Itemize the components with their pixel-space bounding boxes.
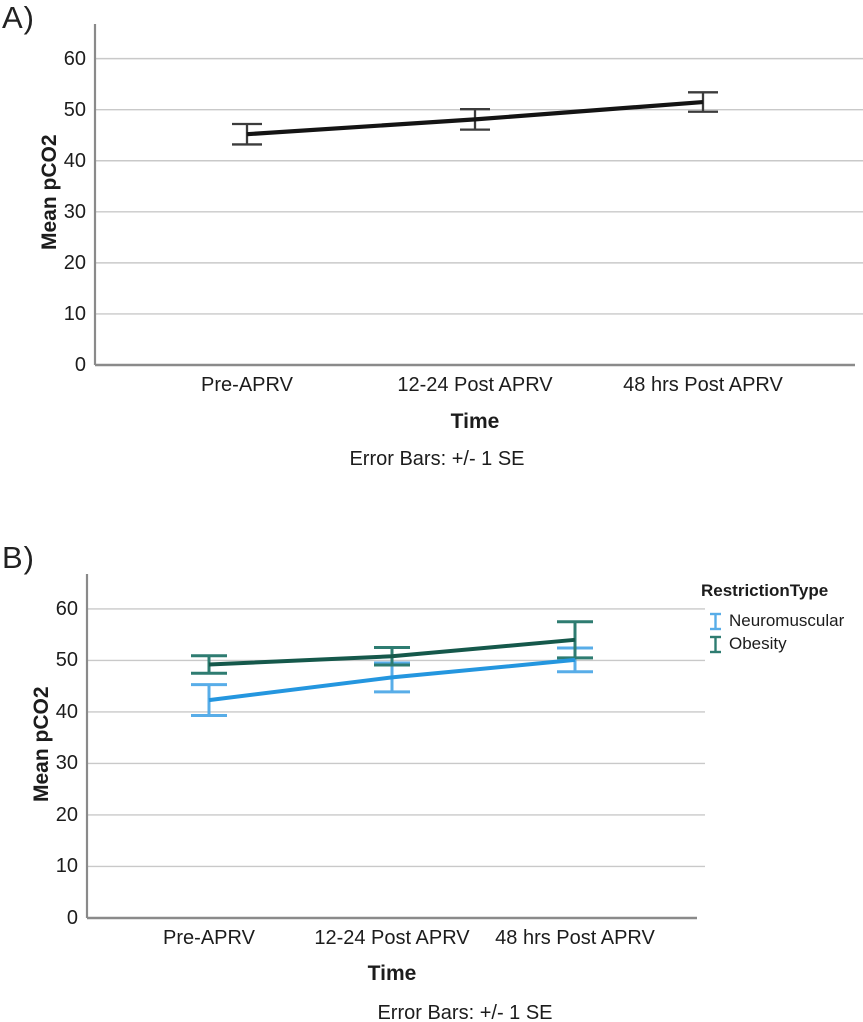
legend-title: RestrictionType	[701, 581, 829, 600]
y-tick-label: 50	[63, 98, 86, 121]
x-category-label: 48 hrs Post APRV	[495, 927, 655, 949]
y-tick-label: 60	[55, 597, 78, 620]
legend-label-neuromuscular: Neuromuscular	[729, 611, 845, 630]
legend-item-obesity: Obesity	[701, 634, 863, 654]
error-bar	[232, 122, 262, 146]
y-tick-label: 10	[55, 855, 78, 878]
x-category-label: 48 hrs Post APRV	[623, 374, 783, 396]
x-category-label: Pre-APRV	[201, 374, 293, 396]
y-tick-label: 20	[55, 803, 78, 826]
error-bar-icon	[710, 635, 721, 653]
series-line-mean-pco2	[246, 99, 704, 137]
y-tick-label: 20	[63, 251, 86, 274]
panel-a-x-axis-title: Time	[450, 410, 500, 433]
y-tick-label: 0	[74, 354, 86, 376]
error-bar-icon	[710, 612, 721, 630]
error-bar	[191, 683, 227, 718]
panel-b-label: B)	[2, 540, 35, 575]
y-tick-label: 40	[55, 700, 78, 723]
error-bar	[374, 661, 410, 694]
x-category-label: 12-24 Post APRV	[397, 374, 553, 396]
y-tick-label: 30	[55, 752, 78, 775]
legend-label-obesity: Obesity	[729, 634, 787, 653]
y-tick-label: 40	[63, 149, 86, 172]
y-tick-label: 10	[63, 302, 86, 325]
error-bar	[557, 620, 593, 660]
legend-restriction-type: RestrictionType Neuromuscular Obesity	[701, 581, 863, 657]
panel-b-error-bar-caption: Error Bars: +/- 1 SE	[377, 1002, 553, 1022]
y-tick-label: 30	[63, 200, 86, 223]
x-category-label: Pre-APRV	[163, 927, 255, 949]
panel-b-x-axis-title: Time	[367, 962, 417, 985]
series-line-neuromuscular	[208, 657, 576, 703]
error-bar	[191, 654, 227, 675]
legend-item-neuromuscular: Neuromuscular	[701, 611, 863, 631]
error-bar	[688, 91, 718, 113]
series-line-obesity	[208, 637, 576, 667]
panel-a-error-bar-caption: Error Bars: +/- 1 SE	[349, 448, 525, 470]
x-category-label: 12-24 Post APRV	[314, 927, 470, 949]
error-bar	[374, 646, 410, 667]
panel-a-label: A)	[2, 0, 35, 35]
y-tick-label: 50	[55, 649, 78, 672]
error-bar	[460, 108, 490, 131]
error-bar	[557, 646, 593, 674]
y-tick-label: 0	[66, 907, 78, 929]
y-tick-label: 60	[63, 47, 86, 70]
